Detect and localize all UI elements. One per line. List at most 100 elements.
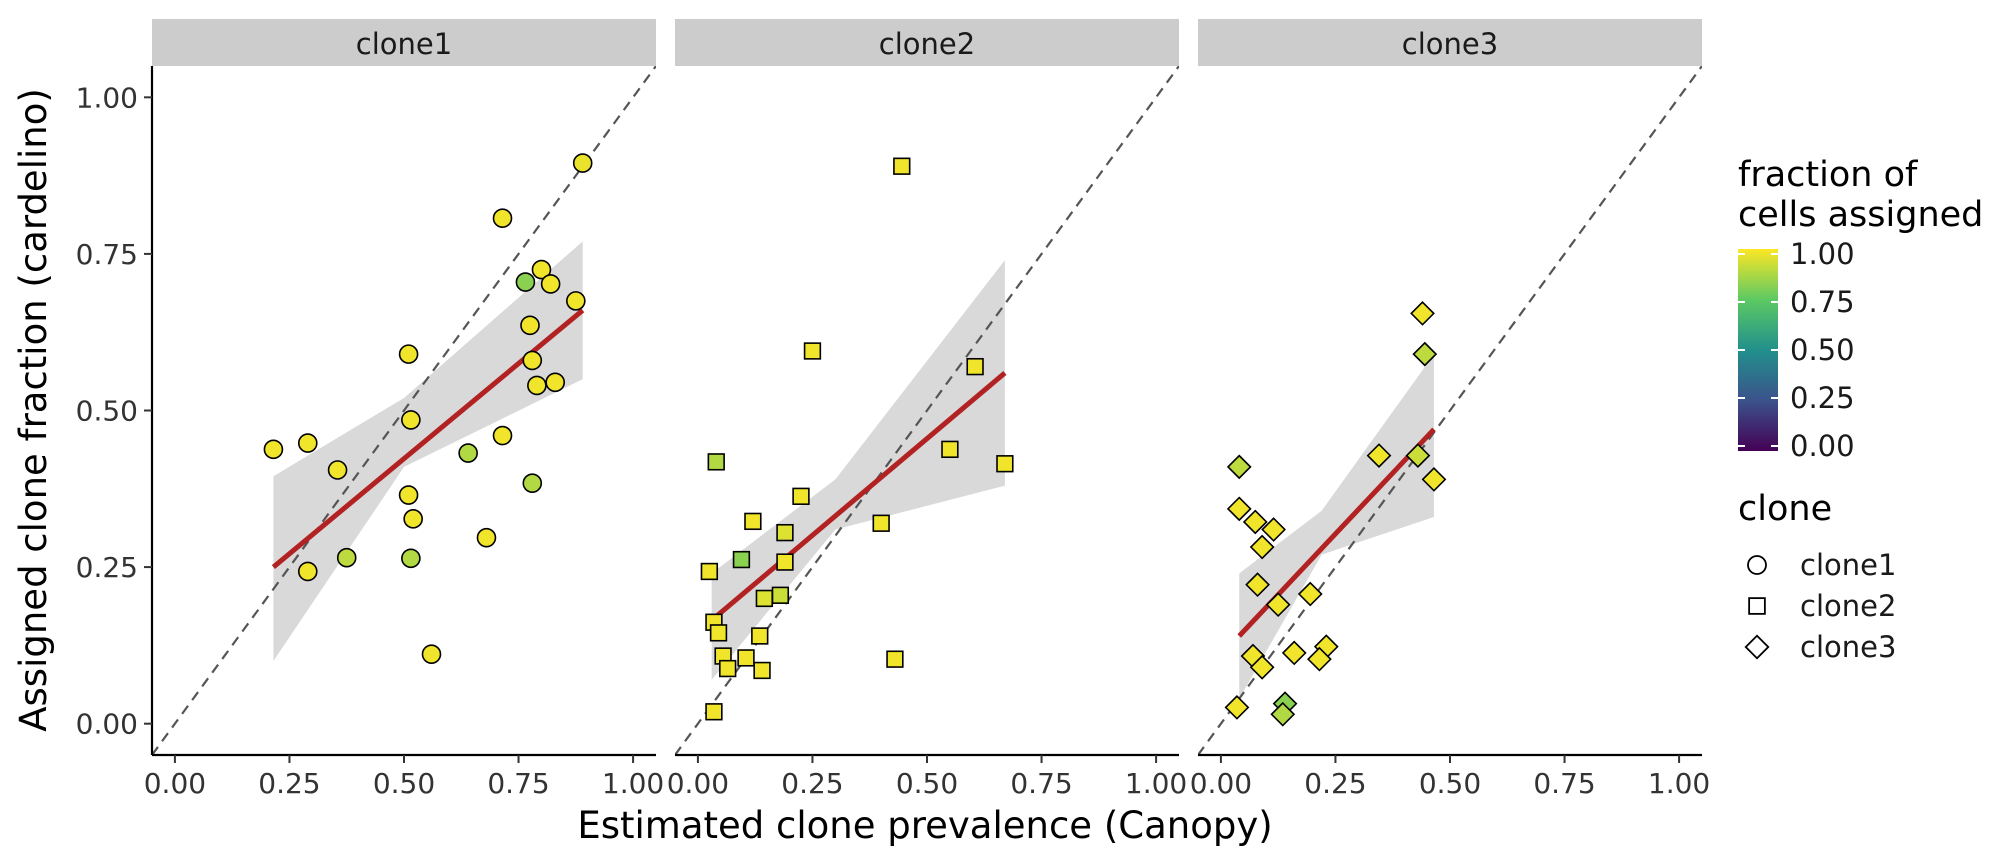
identity-line: [1198, 66, 1702, 755]
data-point: [893, 157, 911, 175]
data-point: [1249, 654, 1275, 680]
data-point: [941, 440, 959, 459]
data-point: [492, 425, 513, 446]
data-point: [1226, 496, 1252, 522]
data-point: [700, 562, 719, 581]
shape-legend-title: clone: [1738, 489, 1832, 529]
colorbar-title: fraction of: [1738, 155, 1918, 195]
data-point: [707, 453, 725, 471]
data-point: [476, 527, 497, 548]
data-point: [522, 350, 543, 371]
data-point: [755, 589, 774, 608]
plot-area: [152, 66, 656, 755]
data-point: [776, 553, 794, 571]
data-point: [1265, 592, 1291, 618]
data-point: [540, 274, 561, 294]
data-point: [398, 485, 419, 505]
x-tick-label: 1.00: [1125, 767, 1187, 800]
data-point: [886, 650, 904, 668]
data-point: [531, 259, 552, 280]
facet-strip-label: clone1: [356, 27, 452, 61]
x-tick-label: 0.25: [1304, 767, 1366, 800]
x-axis-title: Estimated clone prevalence (Canopy): [577, 804, 1272, 847]
data-point: [776, 523, 794, 542]
x-tick-label: 0.00: [144, 767, 206, 800]
x-tick-label: 0.50: [1419, 767, 1481, 800]
colorbar-tick-label: 0.25: [1790, 381, 1855, 415]
plot-area: [1198, 66, 1702, 755]
data-point: [744, 512, 762, 531]
data-point: [522, 473, 543, 493]
legend-key-circle: [1747, 555, 1767, 575]
data-point: [1412, 341, 1438, 367]
facet-strip: [152, 19, 656, 66]
data-point: [753, 661, 771, 680]
data-point: [1226, 454, 1252, 480]
data-point: [515, 272, 536, 292]
facet-strip: [1198, 19, 1702, 66]
y-tick-label: 0.00: [76, 708, 138, 741]
data-point: [1270, 701, 1296, 727]
data-point: [458, 443, 478, 463]
facet-clone1: clone1 0.00 0.25 0.50 0.75 1.00 0.00 0.25 0.50 0.…: [76, 19, 664, 800]
data-point: [1245, 572, 1270, 598]
identity-line: [152, 66, 656, 755]
x-tick-label: 0.25: [258, 767, 320, 800]
data-point: [403, 509, 423, 529]
data-point: [771, 586, 790, 604]
y-tick-label: 1.00: [76, 81, 138, 114]
data-point: [401, 410, 421, 430]
shape-legend-label: clone2: [1800, 589, 1896, 623]
colorbar-tick-label: 0.75: [1790, 285, 1855, 319]
facet-strip: [675, 19, 1179, 66]
legend-key-diamond: [1744, 634, 1770, 660]
data-point: [1242, 509, 1268, 535]
data-point: [751, 627, 769, 645]
data-point: [709, 624, 728, 642]
legend-key-square: [1748, 597, 1766, 615]
data-point: [1366, 443, 1392, 468]
x-tick-label: 0.50: [896, 767, 958, 800]
data-point: [1405, 443, 1431, 468]
data-point: [336, 547, 357, 568]
y-tick-label: 0.25: [76, 551, 138, 584]
data-point: [1307, 646, 1332, 672]
data-point: [1410, 301, 1435, 326]
data-point: [705, 703, 723, 721]
data-point: [996, 455, 1014, 473]
y-axis-title: Assigned clone fraction (cardelino): [12, 88, 55, 732]
facet-strip-label: clone3: [1402, 27, 1498, 61]
data-point: [401, 548, 421, 569]
x-tick-label: 0.75: [1533, 767, 1595, 800]
data-point: [297, 561, 318, 582]
y-tick-label: 0.50: [76, 395, 138, 428]
data-point: [1261, 517, 1286, 542]
data-point: [737, 649, 755, 667]
x-tick-label: 0.75: [1010, 767, 1072, 800]
x-tick-label: 0.25: [781, 767, 843, 800]
data-point: [327, 460, 348, 480]
regression-line: [710, 371, 1007, 623]
data-point: [421, 644, 442, 664]
data-point: [1281, 640, 1307, 666]
data-point: [1224, 695, 1250, 720]
x-tick-label: 0.50: [373, 767, 435, 800]
x-tick-label: 1.00: [602, 767, 664, 800]
data-point: [398, 344, 419, 364]
colorbar-tick-label: 0.00: [1790, 429, 1855, 463]
regression-line: [271, 308, 585, 570]
data-point: [803, 342, 822, 360]
shape-legend-label: clone3: [1800, 630, 1896, 664]
data-point: [719, 659, 737, 678]
data-point: [263, 439, 284, 460]
x-tick-label: 0.00: [667, 767, 729, 800]
shape-legend-label: clone1: [1800, 548, 1896, 582]
colorbar-tick-label: 1.00: [1790, 237, 1855, 271]
data-point: [492, 208, 513, 229]
confidence-band: [273, 241, 583, 662]
facet-clone3: clone3 0.00 0.25 0.50 0.75 1.00: [1190, 19, 1710, 800]
data-point: [732, 550, 751, 569]
x-tick-label: 0.75: [487, 767, 549, 800]
